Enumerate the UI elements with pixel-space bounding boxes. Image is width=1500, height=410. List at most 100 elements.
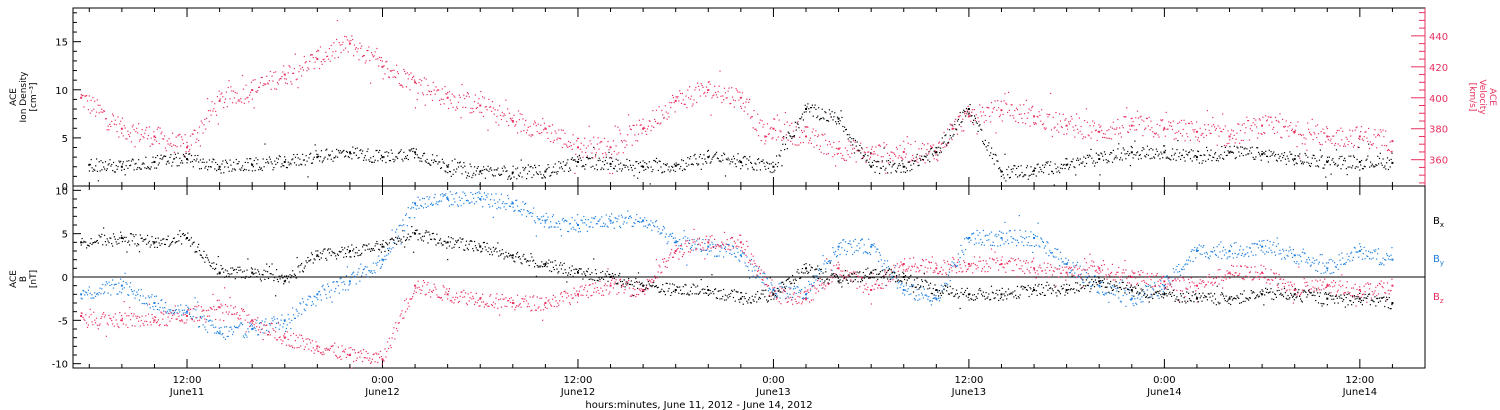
by-sample xyxy=(1340,263,1342,266)
by-point xyxy=(576,224,579,226)
density-sample xyxy=(525,166,527,169)
velocity-sample xyxy=(944,146,946,148)
density-sample xyxy=(155,167,158,169)
density-sample xyxy=(261,169,263,172)
density-sample xyxy=(215,161,217,164)
velocity-sample xyxy=(1389,141,1391,143)
by-sample xyxy=(774,296,776,298)
by-sample xyxy=(1184,264,1186,266)
velocity-sample xyxy=(472,107,474,110)
by-sample xyxy=(383,259,385,261)
velocity-sample xyxy=(315,56,317,59)
by-sample xyxy=(264,321,266,323)
velocity-sample xyxy=(970,120,972,122)
by-sample xyxy=(1270,249,1272,251)
density-sample xyxy=(846,134,848,136)
by-sample xyxy=(634,222,636,225)
velocity-sample xyxy=(1073,129,1075,131)
by-sample xyxy=(590,221,592,223)
velocity-sample xyxy=(1222,113,1224,115)
density-sample xyxy=(898,163,900,165)
by-sample xyxy=(1031,244,1033,247)
velocity-sample xyxy=(757,113,759,115)
velocity-sample xyxy=(1364,131,1366,133)
by-sample xyxy=(940,284,942,286)
by-sample xyxy=(456,192,458,194)
velocity-point xyxy=(870,152,873,155)
by-sample xyxy=(472,193,474,196)
by-point xyxy=(1391,258,1394,261)
velocity-sample xyxy=(687,89,689,91)
by-sample xyxy=(104,284,107,286)
by-sample xyxy=(656,226,658,228)
density-sample xyxy=(455,171,457,173)
by-sample xyxy=(235,326,237,328)
density-sample xyxy=(1232,152,1235,154)
velocity-sample xyxy=(573,143,575,145)
by-sample xyxy=(1197,249,1200,252)
velocity-sample xyxy=(149,145,151,147)
by-sample xyxy=(1313,262,1315,264)
by-sample xyxy=(518,210,520,212)
by-sample xyxy=(830,260,832,262)
velocity-sample xyxy=(340,51,342,54)
density-sample xyxy=(245,169,247,171)
by-sample xyxy=(1147,285,1149,288)
by-sample xyxy=(157,302,159,305)
velocity-sample xyxy=(619,129,621,131)
density-sample xyxy=(662,171,664,173)
density-sample xyxy=(1321,155,1323,157)
density-sample xyxy=(1207,158,1209,160)
velocity-sample xyxy=(1109,137,1111,139)
density-sample xyxy=(1391,152,1393,154)
density-sample xyxy=(1241,146,1244,148)
by-sample xyxy=(1211,251,1213,253)
by-sample xyxy=(1006,232,1008,234)
velocity-point xyxy=(1098,130,1101,133)
velocity-sample xyxy=(711,97,713,99)
density-sample xyxy=(605,156,607,158)
density-sample xyxy=(1043,166,1046,168)
density-sample xyxy=(786,148,788,150)
by-sample xyxy=(1224,249,1226,251)
by-sample xyxy=(1293,261,1295,263)
by-sample xyxy=(1066,263,1068,265)
by-sample xyxy=(1282,248,1284,250)
density-sample xyxy=(751,166,753,168)
velocity-tick-label: 380 xyxy=(1429,125,1448,136)
velocity-sample xyxy=(502,115,504,117)
density-sample xyxy=(1008,177,1011,179)
density-sample xyxy=(1326,156,1329,158)
velocity-sample xyxy=(1099,126,1101,128)
velocity-sample xyxy=(961,130,963,132)
velocity-sample xyxy=(485,106,487,108)
density-sample xyxy=(621,168,624,170)
velocity-sample xyxy=(569,141,572,144)
velocity-sample xyxy=(565,143,567,145)
by-sample xyxy=(1377,248,1380,250)
velocity-sample xyxy=(1002,113,1004,116)
velocity-sample xyxy=(413,79,416,81)
velocity-sample xyxy=(252,79,254,81)
velocity-sample xyxy=(669,101,671,104)
velocity-sample xyxy=(776,114,778,116)
density-sample xyxy=(500,173,503,175)
density-sample xyxy=(428,162,430,164)
bz-sample xyxy=(229,296,231,299)
density-sample xyxy=(1386,162,1388,164)
density-sample xyxy=(353,152,355,154)
density-sample xyxy=(1124,153,1126,155)
by-sample xyxy=(180,304,182,306)
density-sample xyxy=(870,165,873,167)
density-sample xyxy=(372,155,374,158)
velocity-sample xyxy=(480,90,482,93)
by-sample xyxy=(310,304,313,307)
by-sample xyxy=(574,219,576,221)
by-sample xyxy=(183,309,185,311)
by-sample xyxy=(201,316,203,318)
density-sample xyxy=(184,156,186,158)
density-sample xyxy=(988,142,990,144)
velocity-sample xyxy=(498,124,500,126)
velocity-tick-label: 420 xyxy=(1429,63,1448,74)
density-point xyxy=(1261,153,1264,156)
